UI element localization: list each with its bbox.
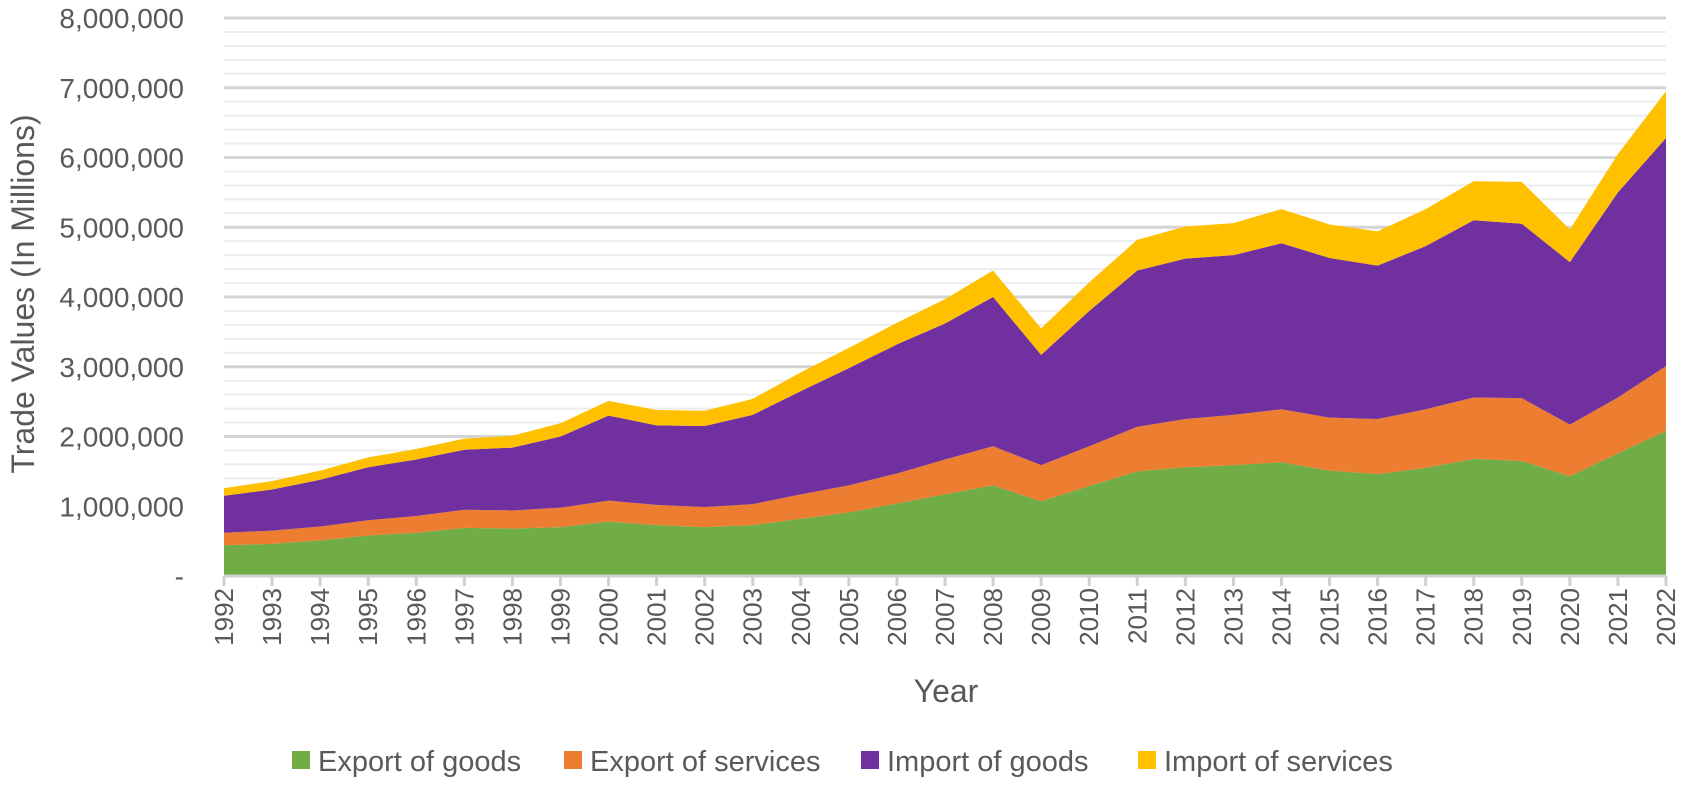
- x-tick-label: 2011: [1122, 588, 1152, 644]
- area-export-of-goods: [224, 430, 1666, 576]
- x-tick-label: 1994: [305, 588, 335, 646]
- x-tick-label: 1997: [449, 588, 479, 646]
- y-axis-title: Trade Values (In Millions): [5, 114, 41, 473]
- x-tick-label: 2019: [1507, 588, 1537, 646]
- y-tick-label: 7,000,000: [59, 73, 184, 104]
- legend: Export of goods Export of services Import …: [292, 746, 1393, 778]
- legend-label: Import of goods: [887, 746, 1089, 778]
- x-tick-label: 2020: [1555, 588, 1585, 646]
- legend-item-import-of-services: Import of services: [1138, 746, 1393, 778]
- area-export-of-services: [224, 366, 1666, 546]
- legend-swatch: [292, 751, 310, 769]
- x-tick-label: 2017: [1411, 588, 1441, 646]
- y-tick-label: 6,000,000: [59, 143, 184, 174]
- x-tick-label: 2005: [834, 588, 864, 646]
- x-tick-label: 2004: [786, 588, 816, 646]
- legend-item-export-of-goods: Export of goods: [292, 746, 521, 778]
- x-tick-label: 2015: [1315, 588, 1345, 646]
- x-tick-label: 1999: [545, 588, 575, 646]
- y-tick-label: 4,000,000: [59, 282, 184, 313]
- y-tick-label: 1,000,000: [59, 491, 184, 522]
- legend-item-import-of-goods: Import of goods: [861, 746, 1089, 778]
- x-tick-label: 2022: [1651, 588, 1681, 646]
- legend-swatch: [1138, 751, 1156, 769]
- x-tick-label: 2009: [1026, 588, 1056, 646]
- x-tick-label: 1992: [209, 588, 239, 646]
- x-axis-title: Year: [914, 673, 979, 709]
- x-tick-label: 2003: [738, 588, 768, 646]
- y-tick-label: 2,000,000: [59, 422, 184, 453]
- legend-item-export-of-services: Export of services: [564, 746, 820, 778]
- x-tick-label: 1995: [353, 588, 383, 646]
- x-tick-label: 2010: [1074, 588, 1104, 646]
- area-import-of-goods: [224, 137, 1666, 533]
- x-tick-label: 2008: [978, 588, 1008, 646]
- x-tick-label: 2000: [594, 588, 624, 646]
- x-tick-label: 2007: [930, 588, 960, 646]
- x-tick-label: 2016: [1363, 588, 1393, 646]
- y-tick-label: 5,000,000: [59, 212, 184, 243]
- x-tick-label: 2002: [690, 588, 720, 646]
- x-tick-label: 1996: [401, 588, 431, 646]
- x-tick-label: 2012: [1170, 588, 1200, 646]
- y-tick-label: 8,000,000: [59, 3, 184, 34]
- legend-label: Import of services: [1164, 746, 1393, 778]
- y-tick-label: 3,000,000: [59, 352, 184, 383]
- legend-label: Export of services: [590, 746, 820, 778]
- x-tick-label: 2001: [642, 588, 672, 646]
- x-tick-label: 2018: [1459, 588, 1489, 646]
- x-tick-label: 1993: [257, 588, 287, 646]
- area-series: [224, 91, 1666, 576]
- x-tick-label: 2006: [882, 588, 912, 646]
- y-tick-label: -: [175, 561, 184, 592]
- legend-swatch: [564, 751, 582, 769]
- x-tick-label: 2013: [1218, 588, 1248, 646]
- legend-swatch: [861, 751, 879, 769]
- axes: - 1,000,000 2,000,000 3,000,000 4,000,000 5,0…: [59, 3, 1681, 646]
- x-tick-label: 2014: [1266, 588, 1296, 646]
- x-tick-label: 2021: [1603, 588, 1633, 646]
- legend-label: Export of goods: [318, 746, 521, 778]
- x-tick-label: 1998: [497, 588, 527, 646]
